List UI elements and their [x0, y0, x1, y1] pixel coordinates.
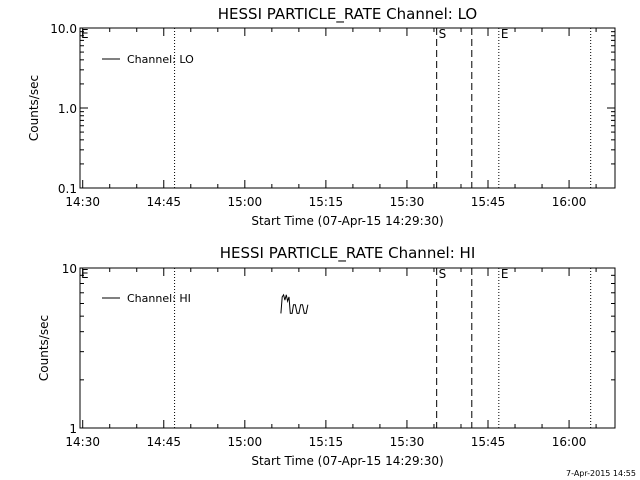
- panel2-x-axis-label: Start Time (07-Apr-15 14:29:30): [251, 454, 443, 468]
- panel2-corner-marker: E: [81, 267, 89, 281]
- panel2-y-tick-label: 10: [62, 262, 77, 276]
- panel1-y-tick-label: 10.0: [50, 22, 77, 36]
- panel2-y-axis-label: Counts/sec: [37, 315, 51, 381]
- panel2-plot-frame: [79, 267, 616, 429]
- panel1-event-marker: S: [439, 27, 447, 41]
- panel1-x-tick-label: 15:45: [471, 195, 506, 209]
- panel2-x-tick-label: 15:00: [228, 435, 263, 449]
- panel1-event-marker: E: [501, 27, 509, 41]
- panel2-title: HESSI PARTICLE_RATE Channel: HI: [220, 244, 476, 263]
- panel1-x-tick-label: 14:45: [146, 195, 181, 209]
- panel2-x-tick-label: 16:00: [552, 435, 587, 449]
- panel2-x-tick-label: 15:15: [309, 435, 344, 449]
- panel1-y-tick-label: 1.0: [58, 102, 77, 116]
- panel1-y-axis-label: Counts/sec: [27, 75, 41, 141]
- panel2-series-line: [280, 293, 309, 314]
- panel2-event-marker: S: [439, 267, 447, 281]
- panel1-corner-marker: E: [81, 27, 89, 41]
- panel2-x-tick-label: 14:45: [146, 435, 181, 449]
- panel1-x-tick-label: 16:00: [552, 195, 587, 209]
- footer-timestamp: 7-Apr-2015 14:55: [566, 469, 636, 478]
- panel1-plot-frame: [79, 27, 616, 189]
- panel2-y-tick-label: 1: [69, 422, 77, 436]
- panel1-x-tick-label: 15:30: [390, 195, 425, 209]
- panel1-title: HESSI PARTICLE_RATE Channel: LO: [218, 5, 477, 24]
- panel2-x-tick-label: 15:30: [390, 435, 425, 449]
- panel1-x-axis-label: Start Time (07-Apr-15 14:29:30): [251, 214, 443, 228]
- panel2-x-tick-label: 14:30: [65, 435, 100, 449]
- panel2-legend-label: Channel: HI: [127, 292, 191, 305]
- panel1-legend-label: Channel: LO: [127, 53, 194, 66]
- panel1-x-tick-label: 15:15: [309, 195, 344, 209]
- panel1-x-tick-label: 14:30: [65, 195, 100, 209]
- panel1-y-tick-label: 0.1: [58, 182, 77, 196]
- panel1-x-tick-label: 15:00: [228, 195, 263, 209]
- panel2-event-marker: E: [501, 267, 509, 281]
- panel2-x-tick-label: 15:45: [471, 435, 506, 449]
